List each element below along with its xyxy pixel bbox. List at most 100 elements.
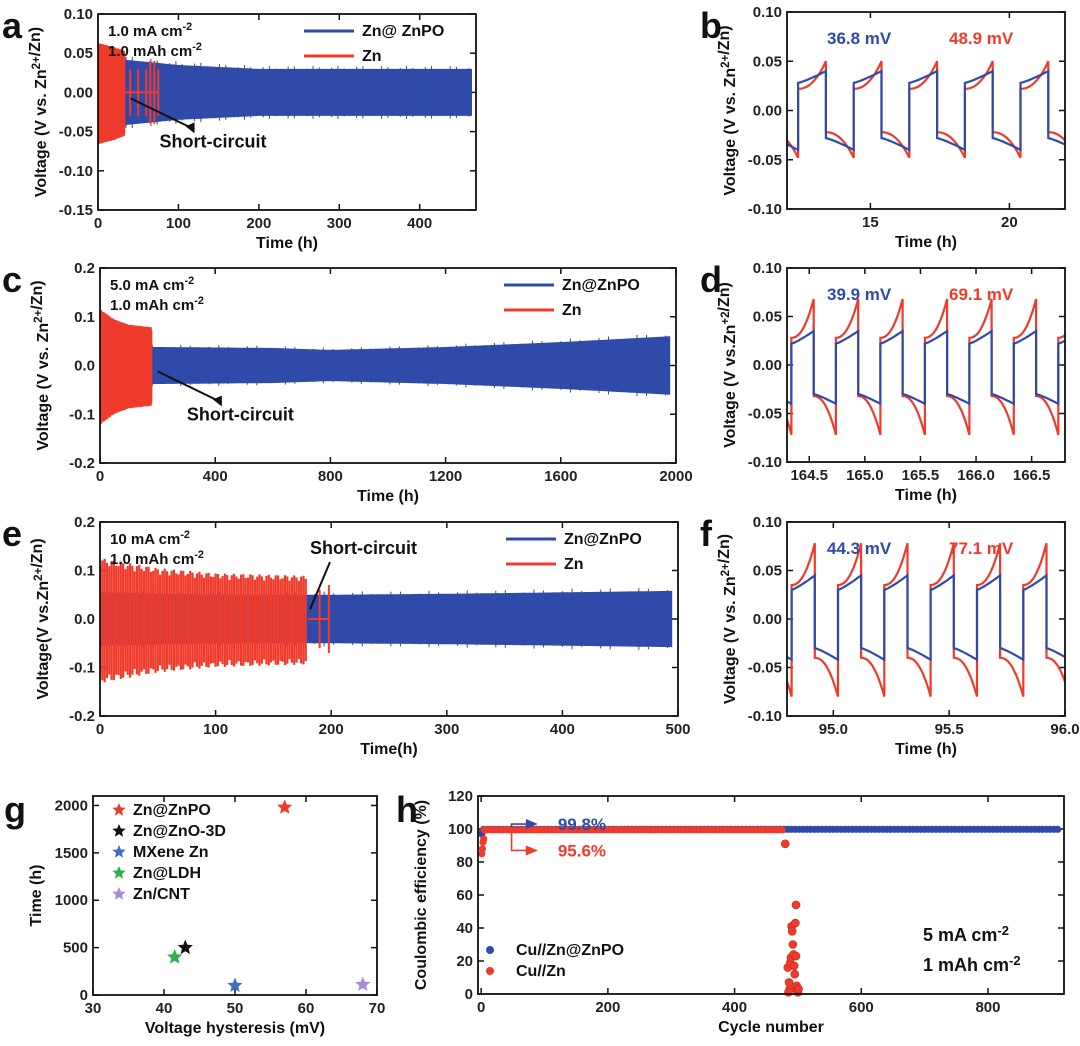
panel-d: 164.5 165.0 165.5 166.0 166.5 -0.10 -0.05 0.00 0… xyxy=(700,259,1066,504)
legend-marker xyxy=(112,845,126,858)
x-tick-label: 500 xyxy=(665,721,690,738)
short-circuit-label: Short-circuit xyxy=(187,405,294,425)
series-line-zn-znpo xyxy=(787,69,1065,152)
panel-letter-d: d xyxy=(700,259,722,300)
hysteresis-label-zn: 69.1 mV xyxy=(949,285,1014,304)
plot-frame xyxy=(477,795,1065,995)
y-tick-label: 80 xyxy=(456,854,473,871)
x-tick-label: 2000 xyxy=(659,468,692,485)
plot-frame xyxy=(786,521,1066,717)
x-tick-label: 60 xyxy=(298,1000,315,1017)
y-tick-label: 0.2 xyxy=(74,514,95,531)
y-tick-label: 0.05 xyxy=(753,309,782,326)
y-tick-label: 0.1 xyxy=(74,563,95,580)
x-tick-label: 800 xyxy=(975,999,1000,1016)
y-tick-label: 0.2 xyxy=(74,260,95,277)
y-tick-label: 0.0 xyxy=(74,611,95,628)
x-tick-label: 200 xyxy=(246,215,271,232)
y-tick-label: 2000 xyxy=(55,797,88,814)
legend-label-1: Zn@ZnO-3D xyxy=(133,823,226,840)
x-tick-label: 165.5 xyxy=(902,467,940,484)
legend-marker-cu-zn-znpo xyxy=(486,946,494,954)
annotation-arrowhead xyxy=(525,845,538,856)
condition-capacity: 1.0 mAh cm-2 xyxy=(110,549,204,568)
legend-label-cu-zn-znpo: Cu//Zn@ZnPO xyxy=(516,942,624,959)
x-tick-label: 30 xyxy=(85,1000,102,1017)
data-point-cu-zn xyxy=(478,845,487,853)
x-tick-label: 200 xyxy=(319,721,344,738)
legend-marker-cu-zn xyxy=(486,967,494,975)
short-circuit-arrow xyxy=(130,97,195,131)
legend-label-cu-zn: Cu//Zn xyxy=(516,963,566,980)
data-point-cu-zn-failure xyxy=(789,961,799,971)
panel-letter-e: e xyxy=(2,513,22,554)
data-point-cu-zn xyxy=(778,826,786,834)
x-tick-label: 0 xyxy=(477,999,485,1016)
annotation-arrow-line xyxy=(510,823,528,828)
annotation-label-blue: 99.8% xyxy=(558,815,606,834)
y-axis-title: Coulombic efficiency (%) xyxy=(413,800,430,990)
y-tick-label: 20 xyxy=(456,953,473,970)
y-axis-title: Voltage (V vs.Zn+2/Zn) xyxy=(716,282,739,448)
plot-area-a xyxy=(98,43,472,145)
x-tick-label: 200 xyxy=(595,999,620,1016)
y-tick-label: -0.1 xyxy=(69,406,95,423)
legend-label-0: Zn@ZnPO xyxy=(133,802,211,819)
y-tick-label: 0.10 xyxy=(753,260,782,277)
annotation-label-red: 95.6% xyxy=(558,841,606,860)
hysteresis-label-zn-znpo: 36.8 mV xyxy=(827,29,892,48)
series-line-zn-znpo xyxy=(787,328,1065,406)
data-point-cu-zn-failure xyxy=(780,839,790,849)
condition-current: 1.0 mA cm-2 xyxy=(108,21,192,40)
short-circuit-arrow xyxy=(157,370,223,404)
short-circuit-arrow xyxy=(309,561,331,610)
legend-label-zn: Zn xyxy=(564,556,584,573)
y-tick-label: 1500 xyxy=(55,845,88,862)
panel-e: 0 100 200 300 400 500 -0.2 -0.1 0.0 0.1 0.2 Time(h)… xyxy=(2,513,691,758)
y-axis-title: Voltage (V vs. Zn2+/Zn) xyxy=(716,25,739,195)
x-axis-title: Voltage hysteresis (mV) xyxy=(145,1020,325,1037)
scatter-point-zn-cnt xyxy=(355,976,371,991)
x-tick-label: 166.0 xyxy=(957,467,995,484)
x-tick-label: 400 xyxy=(407,215,432,232)
panel-letter-h: h xyxy=(396,789,418,830)
panel-g: 30 40 50 60 70 0 500 1000 1500 2000 Voltage hyster… xyxy=(4,789,385,1037)
panel-f: 95.0 95.5 96.0 -0.10 -0.05 0.00 0.05 0.10 Time (… xyxy=(700,513,1080,758)
legend-label-zn-znpo: Zn@ZnPO xyxy=(562,277,640,294)
legend-label-zn-znpo: Zn@ ZnPO xyxy=(362,23,444,40)
x-tick-label: 95.0 xyxy=(819,721,848,738)
y-tick-label: 0.00 xyxy=(753,103,782,120)
x-tick-label: 300 xyxy=(327,215,352,232)
panel-b: 15 20 -0.10 -0.05 0.00 0.05 0.10 Time (h) Voltag… xyxy=(700,4,1066,251)
plot-area-c xyxy=(100,310,671,424)
y-tick-label: 0.05 xyxy=(64,45,93,62)
y-axis-title: Voltage (V vs. Zn2+/Zn) xyxy=(716,534,739,704)
plot-frame xyxy=(97,13,477,211)
legend-label-4: Zn/CNT xyxy=(133,886,190,903)
scatter-point-zn-zno-3d xyxy=(177,939,193,955)
x-tick-label: 400 xyxy=(722,999,747,1016)
x-tick-label: 100 xyxy=(166,215,191,232)
legend-label-2: MXene Zn xyxy=(133,844,209,861)
condition-capacity: 1.0 mAh cm-2 xyxy=(108,41,202,60)
x-tick-label: 40 xyxy=(156,1000,173,1017)
y-tick-label: 0.05 xyxy=(753,563,782,580)
y-axis-title: Voltage (V vs. Zn2+/Zn) xyxy=(29,280,52,450)
x-tick-label: 1200 xyxy=(429,468,462,485)
x-tick-label: 165.0 xyxy=(846,467,884,484)
y-axis-title: Time (h) xyxy=(28,865,45,927)
plot-area-e xyxy=(100,558,673,683)
short-circuit-label: Short-circuit xyxy=(160,131,267,151)
y-tick-label: 0.10 xyxy=(753,4,782,21)
x-tick-label: 400 xyxy=(550,721,575,738)
y-tick-label: -0.2 xyxy=(69,708,95,725)
y-tick-label: -0.15 xyxy=(59,202,93,219)
data-point-cu-zn-failure xyxy=(784,988,793,997)
x-axis-title: Cycle number xyxy=(718,1019,824,1036)
y-tick-label: -0.05 xyxy=(748,152,782,169)
short-circuit-arrowhead xyxy=(185,122,195,134)
data-point-cu-zn-failure xyxy=(791,918,800,928)
y-tick-label: -0.10 xyxy=(748,201,782,218)
x-tick-label: 166.5 xyxy=(1013,467,1051,484)
